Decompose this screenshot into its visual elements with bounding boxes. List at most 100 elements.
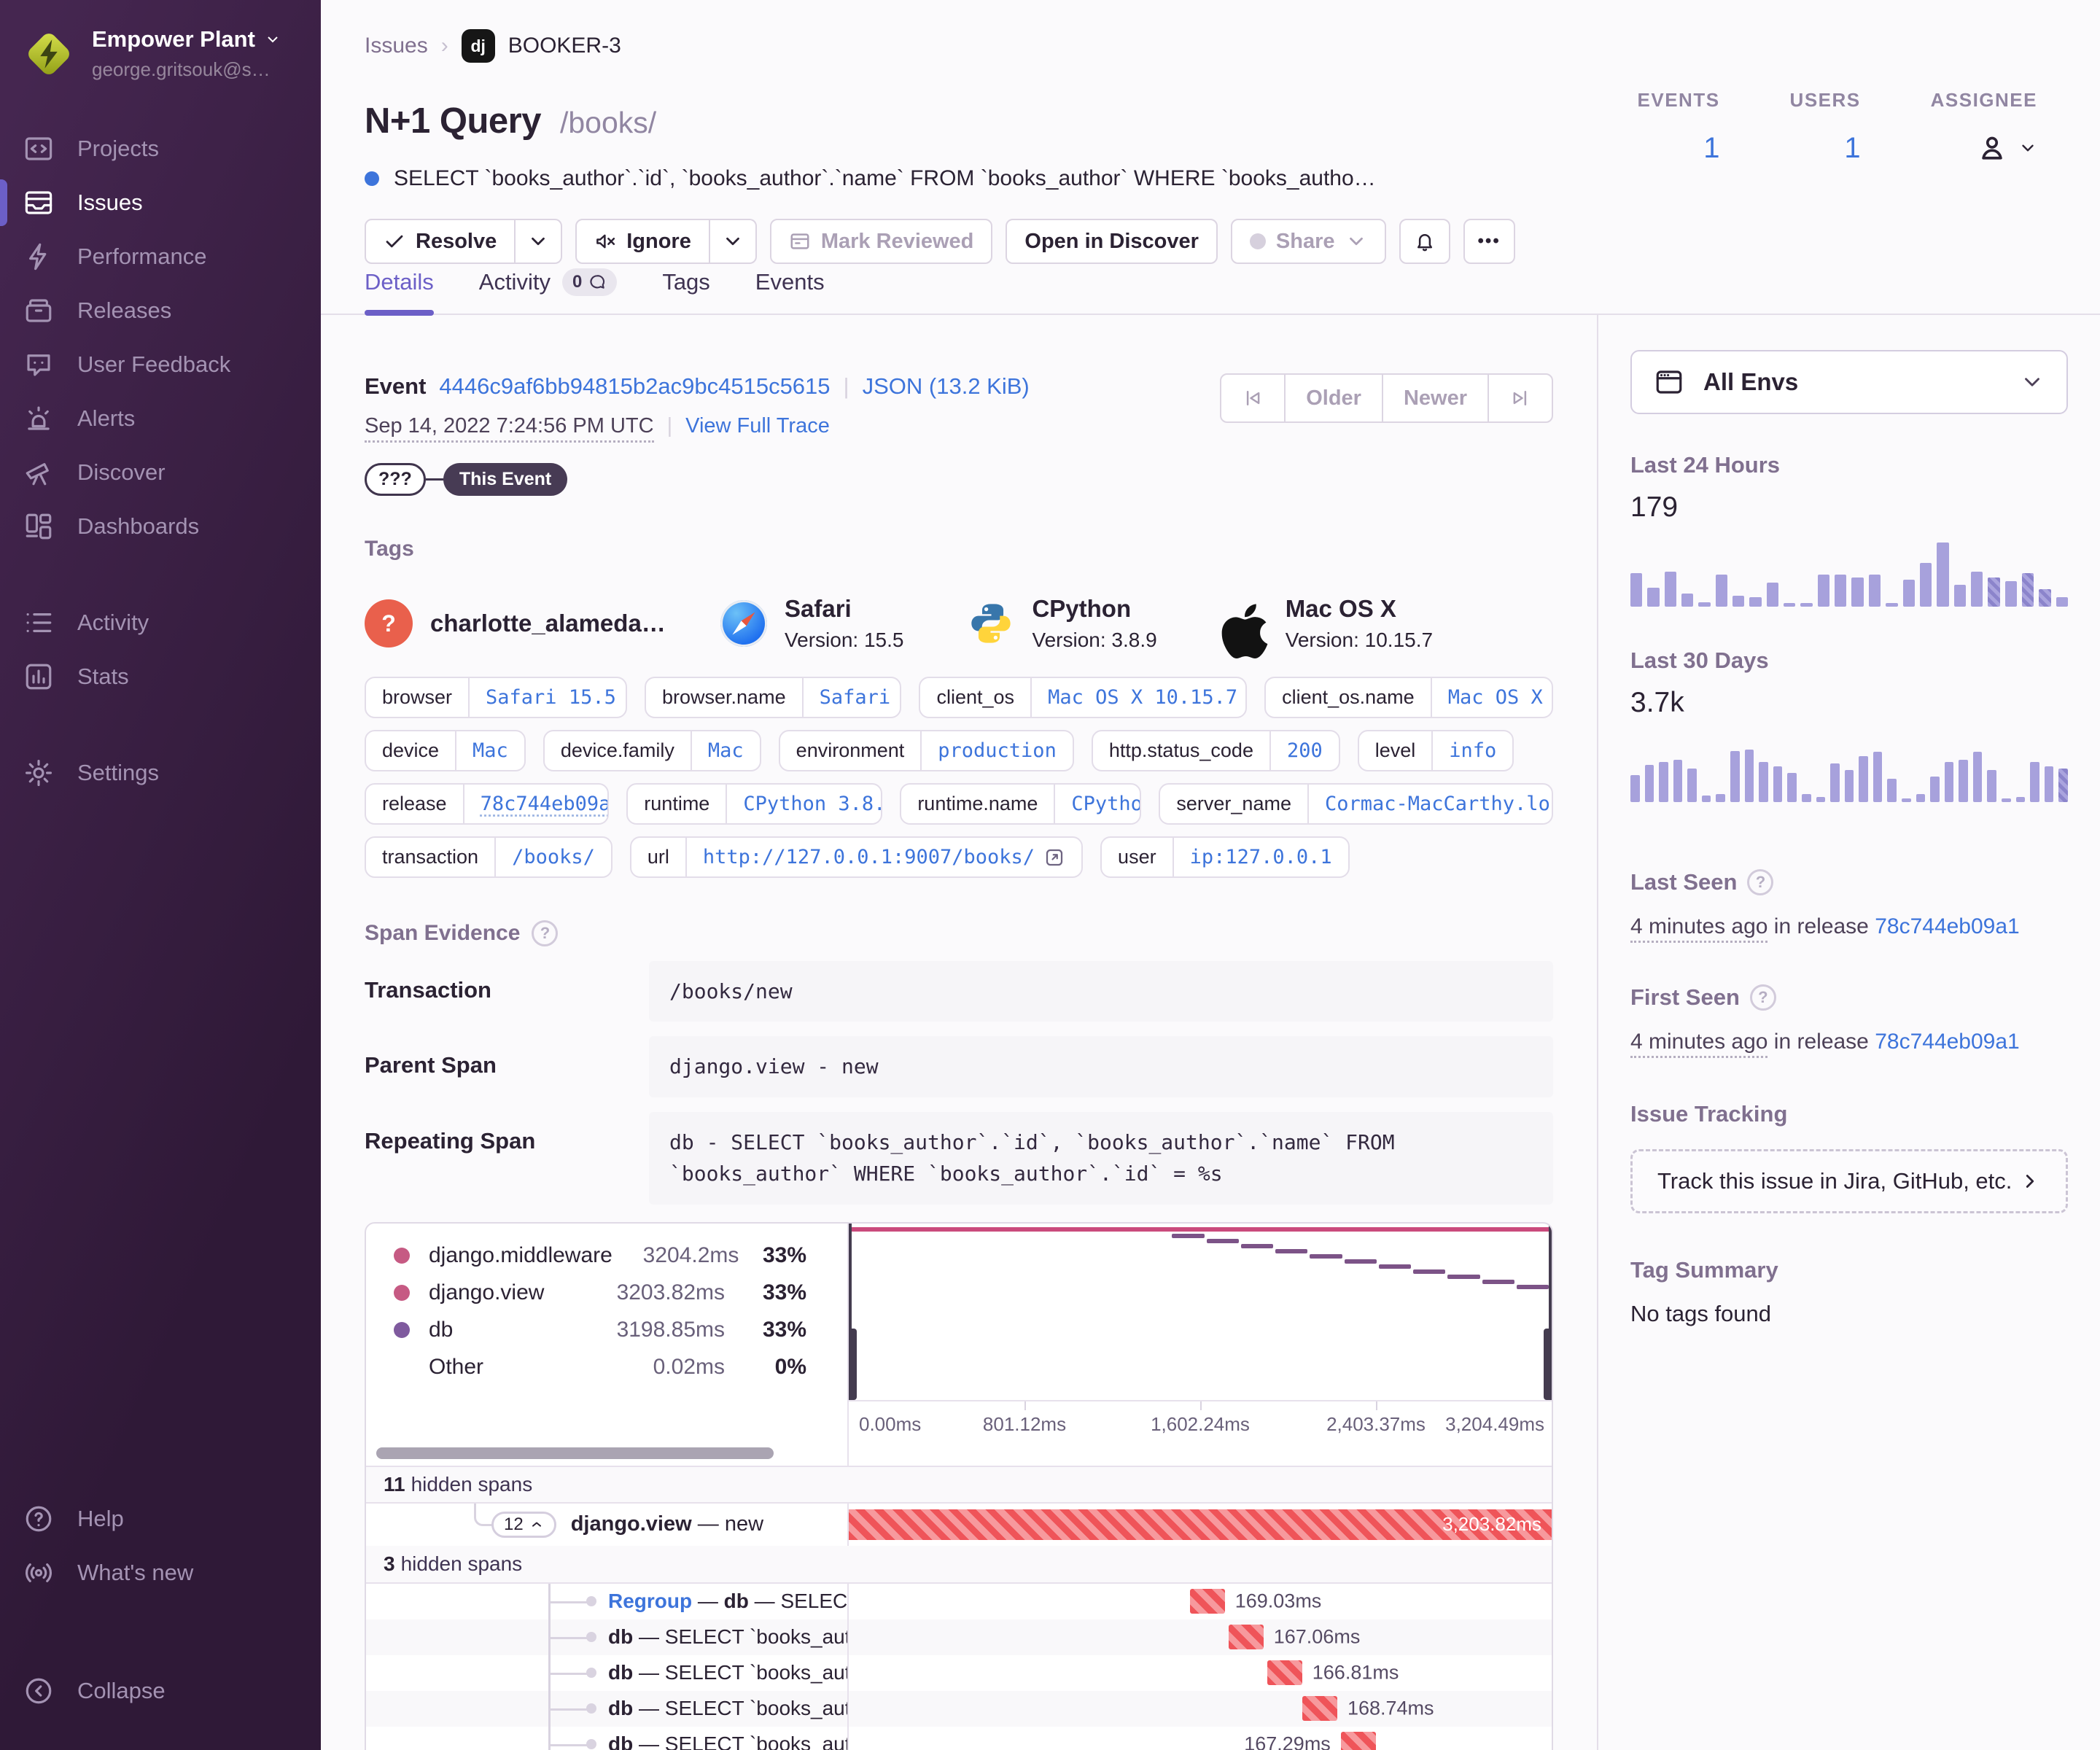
span-duration-bar[interactable]: 3,203.82ms [849, 1509, 1552, 1540]
tag-pill[interactable]: transaction/books/ [365, 836, 612, 878]
sidebar-item-activity[interactable]: Activity [0, 596, 321, 650]
spark-bar [1759, 762, 1768, 802]
span-duration-bar[interactable] [1228, 1625, 1264, 1650]
first-seen-release-link[interactable]: 78c744eb09a1 [1875, 1030, 2020, 1054]
tag-pill[interactable]: level info [1357, 730, 1514, 771]
spark-bar [1872, 752, 1883, 802]
tag-pill[interactable]: browser Safari 15.5 [365, 677, 627, 718]
tab-events[interactable]: Events [755, 269, 825, 295]
open-in-discover-button[interactable]: Open in Discover [1006, 219, 1218, 264]
span-duration-bar[interactable] [1267, 1660, 1302, 1686]
hidden-spans-row[interactable]: 11 hidden spans [366, 1465, 1552, 1504]
subscribe-bell-button[interactable] [1399, 219, 1450, 264]
tab-details[interactable]: Details [365, 268, 434, 316]
org-switcher[interactable]: Empower Plant george.gritsouk@s… [0, 26, 321, 81]
tag-pill[interactable]: http.status_code 200 [1091, 730, 1340, 771]
minimap-right-handle[interactable] [1549, 1223, 1552, 1400]
events-count-link[interactable]: 1 [1703, 132, 1720, 164]
spark-bar [2015, 796, 2026, 802]
sidebar-item-whats-new[interactable]: What's new [0, 1546, 321, 1600]
span-duration-label: 166.81ms [1312, 1661, 1399, 1684]
sidebar-item-discover[interactable]: Discover [0, 446, 321, 499]
span-row[interactable]: db — SELECT `books_author` 167.29ms [366, 1726, 1552, 1750]
tag-pill[interactable]: environment production [778, 730, 1074, 771]
tag-pill[interactable]: release 78c744eb09a1 [365, 783, 610, 825]
sidebar-item-alerts[interactable]: Alerts [0, 392, 321, 446]
sidebar-item-help[interactable]: Help [0, 1492, 321, 1546]
resolve-button[interactable]: Resolve [365, 219, 516, 264]
span-row[interactable]: db — SELECT `books_author` 166.81ms [366, 1654, 1552, 1691]
span-row[interactable]: Regroup — db — SELECT `boo 169.03ms [366, 1583, 1552, 1619]
expand-spans-chip[interactable]: 12 [491, 1511, 556, 1538]
span-duration-bar[interactable] [1302, 1696, 1337, 1722]
view-full-trace-link[interactable]: View Full Trace [685, 414, 830, 438]
tag-pill[interactable]: browser.name Safari [645, 677, 902, 718]
ignore-button[interactable]: Ignore [575, 219, 710, 264]
parent-span-row[interactable]: 12 django.view — new 3,203.82ms [366, 1503, 1552, 1546]
minimap-right-grip[interactable] [1544, 1328, 1552, 1400]
spark-bar [1630, 775, 1640, 802]
tag-pill[interactable]: runtime CPython 3.8.9 [626, 783, 883, 825]
span-row[interactable]: db — SELECT `books_author` 168.74ms [366, 1690, 1552, 1727]
span-group-link[interactable]: Regroup [608, 1590, 693, 1613]
newer-event-button[interactable]: Newer [1381, 375, 1488, 421]
main-content: Event 4446c9af6bb94815b2ac9bc4515c5615 |… [321, 315, 1597, 1750]
environment-selector[interactable]: All Envs [1630, 350, 2068, 414]
tab-tags[interactable]: Tags [662, 269, 710, 295]
share-button[interactable]: Share [1230, 219, 1386, 264]
ignore-dropdown-button[interactable] [709, 219, 757, 264]
event-json-link[interactable]: JSON (13.2 KiB) [862, 373, 1030, 399]
sidebar-item-dashboards[interactable]: Dashboards [0, 499, 321, 553]
skip-to-latest-button[interactable] [1488, 375, 1552, 421]
browser-tag[interactable]: Safari Version: 15.5 [720, 595, 903, 652]
os-tag[interactable]: Mac OS X Version: 10.15.7 [1221, 595, 1433, 658]
oldest-event-button[interactable] [1221, 375, 1284, 421]
sidebar-item-collapse[interactable]: Collapse [0, 1664, 321, 1718]
horizontal-scrollbar[interactable] [376, 1447, 774, 1459]
breadcrumb-issues-link[interactable]: Issues [365, 34, 428, 58]
minimap-left-grip[interactable] [849, 1328, 857, 1400]
mark-reviewed-button[interactable]: Mark Reviewed [769, 219, 993, 264]
last-seen-release-link[interactable]: 78c744eb09a1 [1875, 914, 2020, 938]
more-actions-button[interactable]: ••• [1463, 219, 1515, 264]
span-row[interactable]: db — SELECT `books_author` 167.06ms [366, 1619, 1552, 1655]
minimap-left-handle[interactable] [849, 1223, 852, 1400]
tag-pill[interactable]: url http://127.0.0.1:9007/books/ [629, 836, 1084, 878]
older-event-button[interactable]: Older [1284, 375, 1382, 421]
tag-pill[interactable]: client_os.name Mac OS X [1264, 677, 1553, 718]
user-tag[interactable]: ? charlotte_alameda… [365, 599, 666, 648]
tag-pill[interactable]: runtime.nameCPython [900, 783, 1142, 825]
sidebar-item-settings[interactable]: Settings [0, 746, 321, 800]
skip-to-last-icon [1513, 391, 1527, 405]
spark-bar [2021, 573, 2034, 607]
collapse-icon [22, 1674, 55, 1708]
legend-dot [394, 1359, 410, 1375]
sidebar-item-performance[interactable]: Performance [0, 230, 321, 284]
track-issue-button[interactable]: Track this issue in Jira, GitHub, etc. [1630, 1149, 2068, 1213]
sidebar-item-issues[interactable]: Issues [0, 176, 321, 230]
span-duration-bar[interactable] [1189, 1589, 1225, 1614]
trace-minimap[interactable] [847, 1223, 1552, 1400]
tag-pill[interactable]: device Mac [365, 730, 526, 771]
chevron-down-icon [268, 36, 278, 43]
sidebar-item-stats[interactable]: Stats [0, 650, 321, 704]
runtime-tag[interactable]: CPython Version: 3.8.9 [968, 595, 1157, 652]
activity-icon [22, 606, 55, 639]
help-circle-icon[interactable]: ? [1749, 984, 1776, 1011]
help-circle-icon[interactable]: ? [532, 920, 559, 946]
tab-activity[interactable]: Activity 0 [479, 268, 618, 314]
tag-pill[interactable]: device.family Mac [542, 730, 761, 771]
help-circle-icon[interactable]: ? [1747, 869, 1774, 895]
resolve-dropdown-button[interactable] [516, 219, 563, 264]
tag-pill[interactable]: user ip:127.0.0.1 [1100, 836, 1350, 878]
tag-pill[interactable]: client_os Mac OS X 10.15.7 [919, 677, 1248, 718]
hidden-spans-row[interactable]: 3 hidden spans [366, 1545, 1552, 1584]
assignee-dropdown[interactable] [1976, 132, 2037, 164]
event-id-link[interactable]: 4446c9af6bb94815b2ac9bc4515c5615 [439, 373, 831, 399]
span-duration-bar[interactable] [1340, 1732, 1376, 1750]
users-count-link[interactable]: 1 [1844, 132, 1861, 164]
sidebar-item-user-feedback[interactable]: User Feedback [0, 338, 321, 392]
sidebar-item-projects[interactable]: Projects [0, 122, 321, 176]
sidebar-item-releases[interactable]: Releases [0, 284, 321, 338]
